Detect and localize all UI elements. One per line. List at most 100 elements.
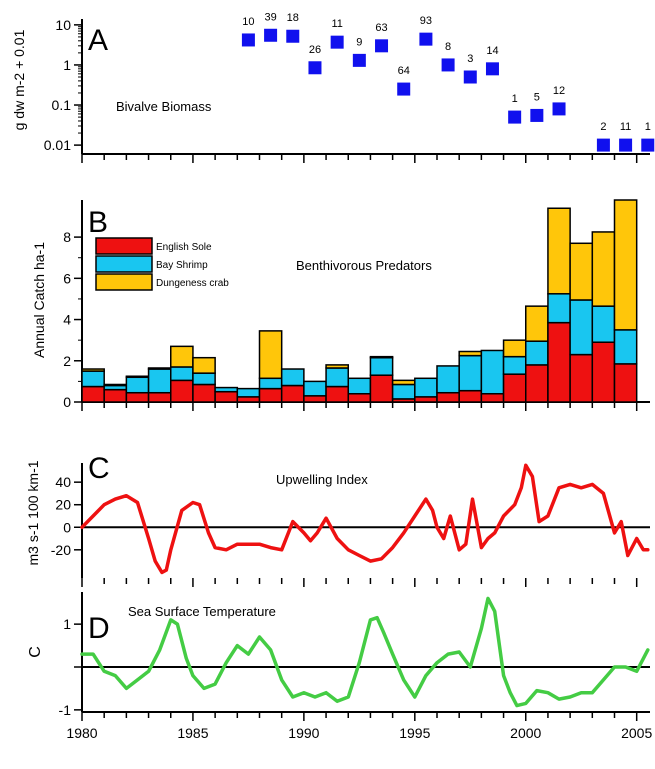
biomass-point [508, 110, 522, 124]
catch-bar-sole [525, 364, 549, 403]
catch-bar-sole [414, 396, 438, 403]
catch-bar-sole [192, 383, 216, 403]
legend-swatch [95, 273, 153, 291]
catch-bar-shrimp [480, 349, 505, 395]
biomass-point [286, 29, 300, 43]
panel-c-ylabel: m3 s-1 100 km-1 [25, 460, 41, 565]
biomass-point [419, 32, 433, 46]
legend-swatch [95, 237, 153, 255]
panel-a-y-tick-label: 0.01 [44, 137, 71, 153]
panel-d-x-tick-label: 2000 [510, 725, 541, 741]
catch-bar-shrimp [414, 377, 438, 398]
catch-bar-sole [81, 385, 105, 403]
catch-bar-sole [170, 379, 194, 403]
catch-bar-shrimp [125, 376, 150, 394]
biomass-sample-label: 26 [309, 44, 321, 56]
legend-label: Dungeness crab [156, 278, 229, 289]
biomass-sample-label: 14 [486, 45, 498, 57]
panel-a-bivalve-biomass: A Bivalve Biomass g dw m-2 + 0.01 10 1 0.1… [11, 11, 655, 163]
biomass-sample-label: 1 [512, 93, 518, 105]
legend-label: English Sole [156, 242, 212, 253]
biomass-sample-label: 1 [645, 121, 651, 133]
catch-bar-sole [258, 387, 283, 403]
catch-bar-shrimp [347, 377, 372, 395]
catch-bar-shrimp [369, 356, 394, 376]
catch-bar-crab [458, 350, 483, 357]
biomass-point [596, 138, 610, 152]
panel-a-ylabel: g dw m-2 + 0.01 [11, 29, 27, 130]
catch-bar-crab [613, 199, 638, 331]
panel-d-series-line [80, 596, 650, 708]
panel-c-y-tick-label: 20 [55, 497, 71, 513]
panel-c-letter: C [88, 452, 110, 485]
catch-bar-shrimp [391, 383, 416, 400]
catch-bar-crab [569, 242, 594, 301]
panel-b-y-tick-label: 6 [63, 270, 71, 286]
catch-bar-shrimp [170, 366, 194, 382]
panel-c-annotation: Upwelling Index [276, 472, 368, 487]
catch-bar-sole [591, 341, 616, 403]
catch-bar-crab [103, 383, 128, 387]
panel-d-x-tick-label: 1985 [177, 725, 208, 741]
panel-a-annotation: Bivalve Biomass [116, 99, 212, 114]
panel-b-annotation: Benthivorous Predators [296, 258, 432, 273]
catch-bar-shrimp [569, 299, 594, 356]
catch-bar-crab [81, 368, 105, 372]
catch-bar-sole [569, 353, 594, 403]
panel-b-y-tick-label: 4 [63, 312, 71, 328]
catch-bar-crab [547, 207, 571, 295]
catch-bar-shrimp [525, 340, 549, 366]
legend-swatch [95, 255, 153, 273]
biomass-sample-label: 5 [534, 91, 540, 103]
panel-a-letter: A [88, 24, 108, 57]
catch-bar-shrimp [613, 329, 638, 365]
catch-bar-shrimp [147, 368, 172, 394]
panel-d-marks [80, 596, 650, 708]
panel-c-marks [80, 463, 650, 575]
panel-d-axes: 1 -1 1980 1985 1990 1995 2000 2005 [59, 592, 652, 741]
panel-d-x-tick-label: 2005 [621, 725, 652, 741]
biomass-point [330, 35, 344, 49]
panel-c-y-tick-label: -20 [51, 542, 71, 558]
panel-d-x-tick-label: 1980 [66, 725, 97, 741]
catch-bar-crab [125, 375, 150, 379]
panel-c-y-tick-label: 40 [55, 474, 71, 490]
catch-bar-shrimp [258, 377, 283, 390]
biomass-sample-label: 8 [445, 41, 451, 53]
biomass-point [619, 138, 633, 152]
biomass-point [352, 53, 366, 67]
biomass-point [441, 58, 455, 72]
biomass-sample-label: 11 [331, 18, 342, 30]
panel-c-upwelling-index: C Upwelling Index m3 s-1 100 km-1 40 20 0 -… [25, 452, 650, 587]
panel-a-ylabel-text: g dw m-2 + 0.01 [11, 29, 27, 130]
panel-a-y-tick-label: 10 [55, 17, 71, 33]
biomass-point [264, 28, 278, 42]
catch-bar-sole [369, 374, 394, 403]
catch-bar-sole [613, 363, 638, 403]
biomass-sample-label: 10 [242, 16, 254, 28]
catch-bar-sole [280, 384, 305, 403]
panel-a-y-tick-label: 1 [63, 57, 71, 73]
biomass-point [463, 70, 477, 84]
biomass-sample-label: 18 [287, 12, 299, 24]
panel-b-marks [81, 199, 638, 403]
panel-d-y-tick-label: -1 [59, 702, 72, 718]
panel-d-x-tick-label: 1990 [288, 725, 319, 741]
panel-b-ylabel: Annual Catch ha-1 [31, 242, 47, 358]
biomass-sample-label: 64 [398, 65, 410, 77]
panel-b-y-tick-label: 8 [63, 229, 71, 245]
catch-bar-shrimp [325, 367, 349, 388]
panel-d-ylabel: C [27, 646, 44, 658]
catch-bar-sole [480, 393, 505, 403]
panel-b-letter: B [88, 206, 108, 239]
biomass-point [375, 39, 389, 53]
panel-b-y-tick-label: 0 [63, 394, 71, 410]
catch-bar-shrimp [303, 380, 327, 397]
biomass-point [241, 33, 255, 47]
catch-bar-sole [147, 391, 172, 403]
catch-bar-sole [214, 390, 239, 403]
catch-bar-crab [525, 305, 549, 342]
